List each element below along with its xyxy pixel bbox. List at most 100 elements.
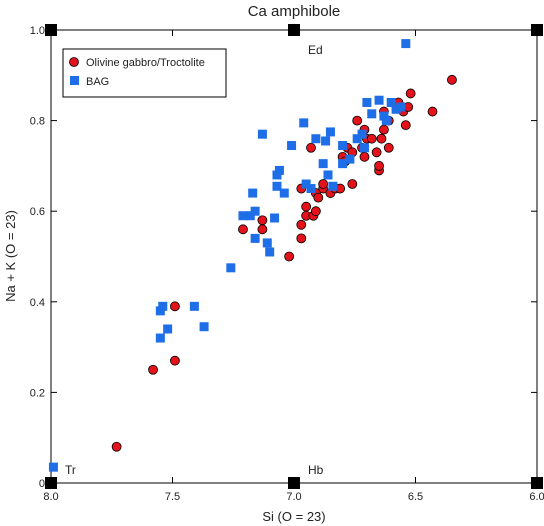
point-bag (357, 129, 367, 139)
point-olivine-gabbro (347, 179, 358, 189)
end-member-marker (288, 477, 300, 489)
x-tick-label: 7.5 (165, 491, 180, 503)
point-bag (328, 181, 338, 191)
end-member-marker (531, 24, 543, 36)
x-tick-label: 6.0 (529, 491, 544, 503)
point-olivine-gabbro (352, 115, 363, 126)
point-bag (374, 95, 384, 105)
point-bag (338, 141, 348, 151)
y-tick-label: 0.4 (30, 297, 45, 309)
point-bag (306, 184, 316, 194)
point-bag (299, 118, 309, 128)
end-member-marker (45, 24, 57, 36)
end-member-label: Ed (308, 43, 323, 57)
point-olivine-gabbro (376, 133, 387, 144)
point-bag (199, 322, 209, 332)
point-olivine-gabbro (296, 233, 307, 244)
y-tick-label: 0.6 (30, 206, 45, 218)
point-bag (155, 333, 165, 343)
point-bag (48, 462, 58, 472)
legend-label-olivine-gabbro: Olivine gabbro/Troctolite (86, 57, 205, 69)
point-olivine-gabbro (170, 301, 180, 312)
y-tick-label: 0.8 (30, 116, 45, 128)
end-member-marker (531, 477, 543, 489)
point-olivine-gabbro (371, 147, 382, 158)
point-bag (359, 143, 369, 153)
point-olivine-gabbro (257, 215, 268, 226)
point-olivine-gabbro (111, 441, 122, 452)
x-tick-label: 6.5 (408, 491, 423, 503)
point-olivine-gabbro (379, 124, 389, 135)
point-olivine-gabbro (383, 142, 394, 153)
point-olivine-gabbro (284, 251, 295, 262)
point-bag (250, 206, 260, 216)
point-olivine-gabbro (148, 364, 158, 375)
chart-legend: Olivine gabbro/Troctolite BAG (62, 48, 227, 98)
point-bag (401, 39, 411, 49)
point-bag (262, 238, 272, 248)
point-olivine-gabbro (427, 106, 438, 117)
point-bag (321, 136, 331, 146)
point-olivine-gabbro (238, 224, 248, 235)
end-member-markers: TrHbTsEdPa (45, 24, 543, 489)
point-bag (345, 154, 355, 164)
point-olivine-gabbro (366, 133, 377, 144)
point-bag (272, 170, 282, 180)
point-bag (270, 213, 280, 223)
point-bag (318, 159, 328, 169)
point-bag (245, 211, 255, 221)
point-olivine-gabbro (313, 192, 324, 203)
end-member-label: Hb (308, 463, 324, 477)
point-olivine-gabbro (318, 179, 329, 189)
point-olivine-gabbro (306, 142, 316, 153)
point-bag (396, 102, 406, 112)
point-bag (301, 179, 311, 189)
point-olivine-gabbro (296, 219, 307, 230)
legend-marker-bag (70, 76, 79, 85)
end-member-label: Tr (65, 463, 76, 477)
x-axis-ticks: 8.0 7.5 7.0 6.5 6.0 (43, 30, 544, 503)
x-axis-label: Si (O = 23) (262, 509, 325, 524)
point-olivine-gabbro (374, 160, 384, 171)
point-bag (338, 159, 348, 169)
point-olivine-gabbro (359, 151, 370, 162)
point-bag (379, 111, 389, 121)
point-bag (287, 141, 297, 151)
point-bag (272, 181, 282, 191)
y-axis-label: Na + K (O = 23) (3, 210, 18, 302)
y-tick-label: 0.2 (30, 387, 45, 399)
point-bag (250, 233, 260, 243)
point-bag (323, 170, 333, 180)
point-olivine-gabbro (170, 355, 180, 366)
legend-label-bag: BAG (86, 76, 109, 88)
point-bag (158, 301, 168, 311)
point-bag (226, 263, 236, 273)
x-tick-label: 7.0 (286, 491, 301, 503)
point-olivine-gabbro (447, 74, 457, 85)
chart-title: Ca amphibole (248, 3, 341, 20)
point-olivine-gabbro (310, 206, 321, 217)
point-bag (274, 165, 284, 175)
point-olivine-gabbro (405, 88, 416, 99)
point-bag (279, 188, 289, 198)
legend-marker-olivine-gabbro (69, 57, 79, 67)
end-member-marker (288, 24, 300, 36)
point-olivine-gabbro (400, 120, 411, 131)
point-bag (155, 306, 165, 316)
point-bag (325, 127, 335, 137)
point-bag (367, 109, 377, 119)
point-bag (265, 247, 275, 257)
point-olivine-gabbro (257, 224, 268, 235)
legend-box (62, 48, 227, 98)
point-bag (386, 97, 396, 107)
point-bag (238, 211, 248, 221)
data-points (48, 39, 457, 472)
end-member-marker (45, 477, 57, 489)
point-olivine-gabbro (301, 201, 312, 212)
x-tick-label: 8.0 (43, 491, 58, 503)
point-bag (362, 97, 372, 107)
point-bag (248, 188, 258, 198)
point-bag (381, 116, 391, 126)
point-bag (391, 104, 401, 114)
